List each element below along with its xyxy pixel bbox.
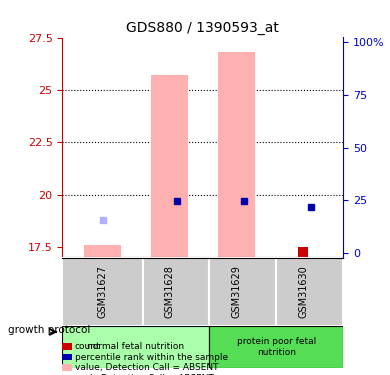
Text: rank, Detection Call = ABSENT: rank, Detection Call = ABSENT (75, 374, 214, 375)
FancyBboxPatch shape (62, 258, 143, 326)
Text: percentile rank within the sample: percentile rank within the sample (75, 352, 228, 362)
Text: GSM31629: GSM31629 (231, 266, 241, 318)
FancyBboxPatch shape (209, 326, 343, 368)
Bar (62, 343, 72, 350)
Text: GSM31627: GSM31627 (98, 266, 108, 318)
Bar (218, 52, 255, 258)
Text: normal fetal nutrition: normal fetal nutrition (87, 342, 184, 351)
FancyBboxPatch shape (143, 258, 209, 326)
Bar (151, 75, 188, 258)
FancyBboxPatch shape (209, 258, 277, 326)
Bar (62, 354, 72, 360)
Bar (62, 364, 72, 371)
Text: value, Detection Call = ABSENT: value, Detection Call = ABSENT (75, 363, 218, 372)
Text: GSM31628: GSM31628 (164, 266, 174, 318)
Text: protein poor fetal
nutrition: protein poor fetal nutrition (237, 337, 316, 357)
Bar (298, 247, 308, 258)
Text: GSM31630: GSM31630 (298, 266, 308, 318)
FancyBboxPatch shape (277, 258, 343, 326)
Title: GDS880 / 1390593_at: GDS880 / 1390593_at (126, 21, 279, 35)
Bar (84, 245, 121, 258)
Text: growth protocol: growth protocol (8, 325, 90, 335)
Text: count: count (75, 342, 101, 351)
FancyBboxPatch shape (62, 326, 209, 368)
